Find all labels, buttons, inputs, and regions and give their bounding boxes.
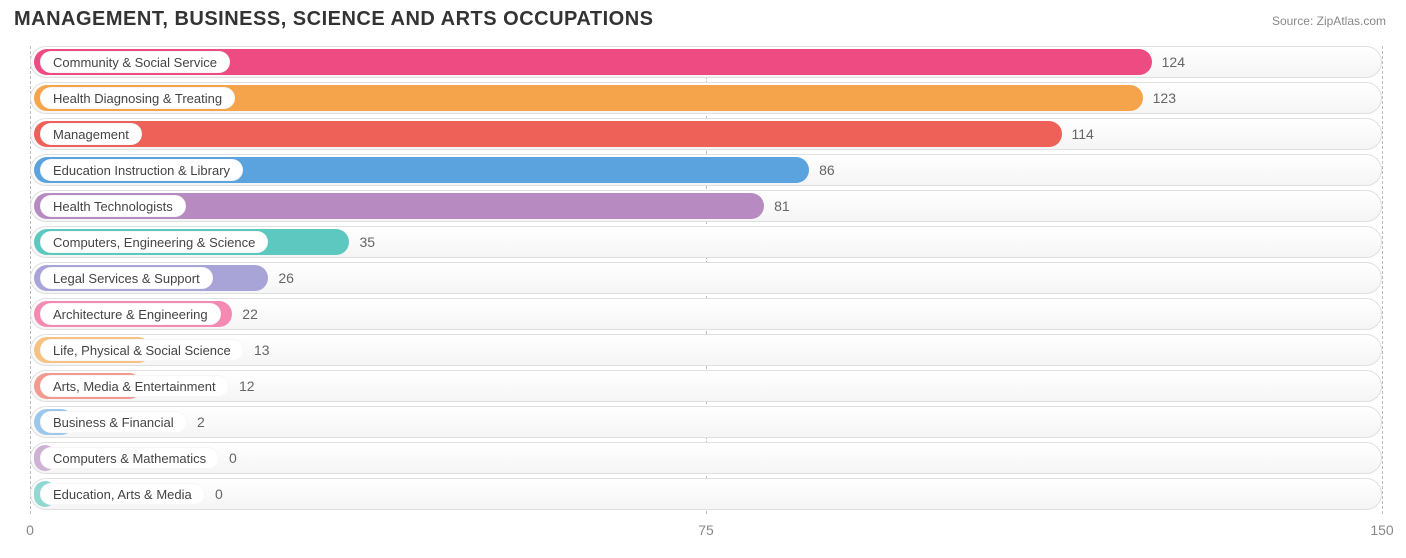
value-label: 124 — [1162, 46, 1185, 78]
bar-track — [30, 478, 1382, 510]
value-label: 35 — [359, 226, 375, 258]
category-pill: Computers, Engineering & Science — [40, 231, 268, 253]
bar-row: Life, Physical & Social Science 13 — [14, 334, 1392, 366]
value-label: 86 — [819, 154, 835, 186]
bar-track — [30, 406, 1382, 438]
source-attribution: Source: ZipAtlas.com — [1272, 14, 1386, 28]
bar-row: Health Technologists 81 — [14, 190, 1392, 222]
category-pill: Education Instruction & Library — [40, 159, 243, 181]
category-pill: Arts, Media & Entertainment — [40, 375, 229, 397]
category-pill: Computers & Mathematics — [40, 447, 219, 469]
value-label: 22 — [242, 298, 258, 330]
bar-row: Education Instruction & Library 86 — [14, 154, 1392, 186]
value-label: 0 — [229, 442, 237, 474]
category-pill: Management — [40, 123, 142, 145]
value-label: 0 — [215, 478, 223, 510]
bar-track — [30, 370, 1382, 402]
bar-row: Legal Services & Support 26 — [14, 262, 1392, 294]
x-axis-tick-label: 150 — [1370, 522, 1393, 538]
category-pill: Health Technologists — [40, 195, 186, 217]
value-label: 12 — [239, 370, 255, 402]
value-label: 26 — [278, 262, 294, 294]
value-label: 2 — [197, 406, 205, 438]
bar-row: Community & Social Service 124 — [14, 46, 1392, 78]
category-pill: Community & Social Service — [40, 51, 230, 73]
bars-container: Community & Social Service 124 Health Diag… — [14, 46, 1392, 514]
x-axis-tick-label: 75 — [698, 522, 714, 538]
value-label: 13 — [254, 334, 270, 366]
category-pill: Architecture & Engineering — [40, 303, 221, 325]
x-axis-tick-label: 0 — [26, 522, 34, 538]
bar-row: Computers, Engineering & Science 35 — [14, 226, 1392, 258]
bar-row: Health Diagnosing & Treating 123 — [14, 82, 1392, 114]
x-axis: 0 75 150 — [14, 520, 1392, 544]
source-name: ZipAtlas.com — [1317, 14, 1386, 28]
bar-row: Management 114 — [14, 118, 1392, 150]
bar-row: Education, Arts & Media 0 — [14, 478, 1392, 510]
category-pill: Life, Physical & Social Science — [40, 339, 244, 361]
category-pill: Education, Arts & Media — [40, 483, 205, 505]
bar-row: Business & Financial 2 — [14, 406, 1392, 438]
bar-fill — [34, 121, 1062, 147]
source-label: Source: — [1272, 14, 1313, 28]
category-pill: Legal Services & Support — [40, 267, 213, 289]
value-label: 114 — [1072, 118, 1094, 150]
value-label: 81 — [774, 190, 790, 222]
bar-row: Computers & Mathematics 0 — [14, 442, 1392, 474]
category-pill: Health Diagnosing & Treating — [40, 87, 235, 109]
bar-row: Architecture & Engineering 22 — [14, 298, 1392, 330]
value-label: 123 — [1153, 82, 1176, 114]
bar-track — [30, 298, 1382, 330]
category-pill: Business & Financial — [40, 411, 187, 433]
bar-row: Arts, Media & Entertainment 12 — [14, 370, 1392, 402]
chart-title: MANAGEMENT, BUSINESS, SCIENCE AND ARTS O… — [14, 8, 653, 31]
chart-area: Community & Social Service 124 Health Diag… — [14, 46, 1392, 548]
